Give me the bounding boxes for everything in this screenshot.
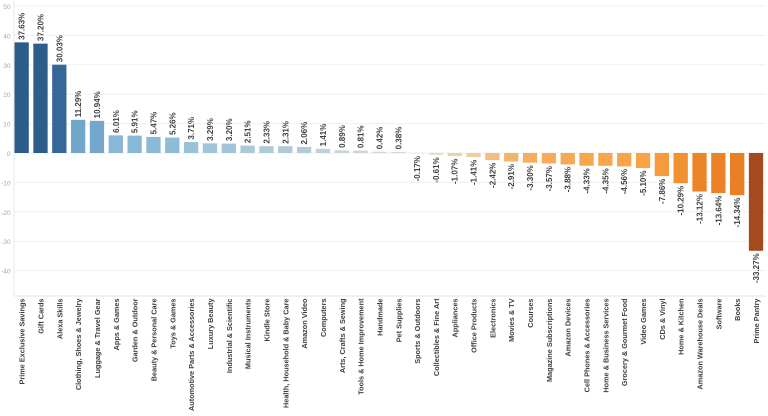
- svg-text:-2.42%: -2.42%: [488, 163, 497, 188]
- svg-text:-0.61%: -0.61%: [432, 157, 441, 182]
- svg-text:Luggage & Travel Gear: Luggage & Travel Gear: [93, 298, 102, 378]
- svg-text:Amazon Devices: Amazon Devices: [564, 299, 573, 357]
- svg-text:-13.64%: -13.64%: [714, 196, 723, 226]
- svg-text:Luxury Beauty: Luxury Beauty: [206, 298, 215, 350]
- svg-text:Gift Cards: Gift Cards: [36, 299, 45, 334]
- svg-text:3.29%: 3.29%: [206, 118, 215, 141]
- svg-text:Magazine Subscriptions: Magazine Subscriptions: [545, 299, 554, 383]
- svg-text:2.33%: 2.33%: [262, 121, 271, 144]
- svg-text:-10: -10: [1, 180, 11, 187]
- svg-text:CDs & Vinyl: CDs & Vinyl: [658, 299, 667, 340]
- svg-text:0.38%: 0.38%: [394, 127, 403, 150]
- svg-text:Toys & Games: Toys & Games: [168, 299, 177, 349]
- svg-text:Home & Kitchen: Home & Kitchen: [677, 299, 686, 355]
- svg-text:20: 20: [3, 92, 11, 99]
- svg-text:3.71%: 3.71%: [187, 117, 196, 140]
- svg-text:-5.10%: -5.10%: [639, 170, 648, 195]
- svg-text:Garden & Outdoor: Garden & Outdoor: [131, 298, 140, 362]
- svg-text:Kindle Store: Kindle Store: [262, 299, 271, 342]
- svg-text:-7.86%: -7.86%: [658, 179, 667, 204]
- svg-text:Prime Pantry: Prime Pantry: [752, 298, 761, 344]
- svg-text:-3.57%: -3.57%: [545, 166, 554, 191]
- svg-text:Alexa Skills: Alexa Skills: [55, 299, 64, 340]
- svg-text:-10.29%: -10.29%: [677, 186, 686, 216]
- svg-text:Collectibles & Fine Art: Collectibles & Fine Art: [432, 298, 441, 376]
- svg-text:0.81%: 0.81%: [357, 125, 366, 148]
- svg-text:Video Games: Video Games: [639, 299, 648, 345]
- svg-text:Amazon Video: Amazon Video: [300, 298, 309, 349]
- svg-text:Arts, Crafts & Sewing: Arts, Crafts & Sewing: [338, 299, 347, 374]
- svg-text:-4.35%: -4.35%: [601, 168, 610, 193]
- svg-text:30: 30: [3, 63, 11, 70]
- svg-text:40: 40: [3, 33, 11, 40]
- svg-text:Sports & Outdoors: Sports & Outdoors: [413, 299, 422, 364]
- svg-text:6.01%: 6.01%: [112, 110, 121, 133]
- svg-text:Office Products: Office Products: [470, 299, 479, 353]
- svg-text:Health, Household & Baby Care: Health, Household & Baby Care: [281, 299, 290, 408]
- svg-text:5.26%: 5.26%: [168, 112, 177, 135]
- svg-text:Courses: Courses: [526, 299, 535, 328]
- svg-text:Clothing, Shoes & Jewelry: Clothing, Shoes & Jewelry: [74, 298, 83, 391]
- svg-text:Appliances: Appliances: [451, 299, 460, 338]
- svg-text:Movies & TV: Movies & TV: [507, 298, 516, 342]
- svg-text:10: 10: [3, 122, 11, 129]
- svg-text:-30: -30: [1, 239, 11, 246]
- svg-text:-3.88%: -3.88%: [564, 167, 573, 192]
- svg-text:2.51%: 2.51%: [244, 120, 253, 143]
- svg-text:10.94%: 10.94%: [93, 91, 102, 118]
- svg-text:37.63%: 37.63%: [18, 13, 27, 40]
- svg-text:Computers: Computers: [319, 299, 328, 338]
- svg-text:-4.56%: -4.56%: [620, 169, 629, 194]
- svg-text:2.31%: 2.31%: [281, 121, 290, 144]
- svg-text:5.47%: 5.47%: [149, 112, 158, 135]
- svg-text:30.03%: 30.03%: [55, 35, 64, 62]
- svg-text:-33.27%: -33.27%: [752, 253, 761, 283]
- svg-text:-0.17%: -0.17%: [413, 156, 422, 181]
- svg-text:50: 50: [3, 4, 11, 11]
- svg-text:1.41%: 1.41%: [319, 124, 328, 147]
- svg-text:-13.12%: -13.12%: [696, 194, 705, 224]
- svg-text:0: 0: [7, 151, 11, 158]
- svg-text:Amazon Warehouse Deals: Amazon Warehouse Deals: [696, 299, 705, 390]
- svg-text:2.06%: 2.06%: [300, 122, 309, 145]
- svg-text:Apps & Games: Apps & Games: [112, 299, 121, 351]
- svg-text:Tools & Home Improvement: Tools & Home Improvement: [357, 298, 366, 395]
- svg-text:-2.91%: -2.91%: [507, 164, 516, 189]
- svg-text:0.89%: 0.89%: [338, 125, 347, 148]
- svg-text:3.20%: 3.20%: [225, 118, 234, 141]
- svg-text:Software: Software: [714, 299, 723, 330]
- svg-text:Automotive Parts & Accessories: Automotive Parts & Accessories: [187, 299, 196, 411]
- svg-text:5.91%: 5.91%: [131, 110, 140, 133]
- svg-text:37.20%: 37.20%: [36, 14, 45, 41]
- svg-text:Handmade: Handmade: [375, 299, 384, 336]
- svg-text:-1.41%: -1.41%: [470, 160, 479, 185]
- svg-text:-1.07%: -1.07%: [451, 159, 460, 184]
- svg-text:Industrial & Scientific: Industrial & Scientific: [225, 299, 234, 374]
- svg-text:Prime Exclusive Savings: Prime Exclusive Savings: [18, 299, 27, 385]
- svg-text:Home & Business Services: Home & Business Services: [601, 299, 610, 393]
- svg-text:Musical Instruments: Musical Instruments: [244, 299, 253, 370]
- svg-text:-14.34%: -14.34%: [733, 198, 742, 228]
- svg-text:Books: Books: [733, 299, 742, 321]
- svg-text:Electronics: Electronics: [488, 299, 497, 338]
- svg-text:11.29%: 11.29%: [74, 91, 83, 118]
- svg-text:Beauty & Personal Care: Beauty & Personal Care: [149, 299, 158, 382]
- svg-text:-40: -40: [1, 269, 11, 276]
- svg-text:Pet Supplies: Pet Supplies: [394, 299, 403, 343]
- svg-text:-3.30%: -3.30%: [526, 165, 535, 190]
- svg-text:-4.33%: -4.33%: [583, 168, 592, 193]
- svg-text:-20: -20: [1, 210, 11, 217]
- svg-text:Grocery & Gourmet Food: Grocery & Gourmet Food: [620, 299, 629, 387]
- svg-text:Cell Phones & Accessories: Cell Phones & Accessories: [583, 299, 592, 393]
- svg-text:0.42%: 0.42%: [375, 127, 384, 150]
